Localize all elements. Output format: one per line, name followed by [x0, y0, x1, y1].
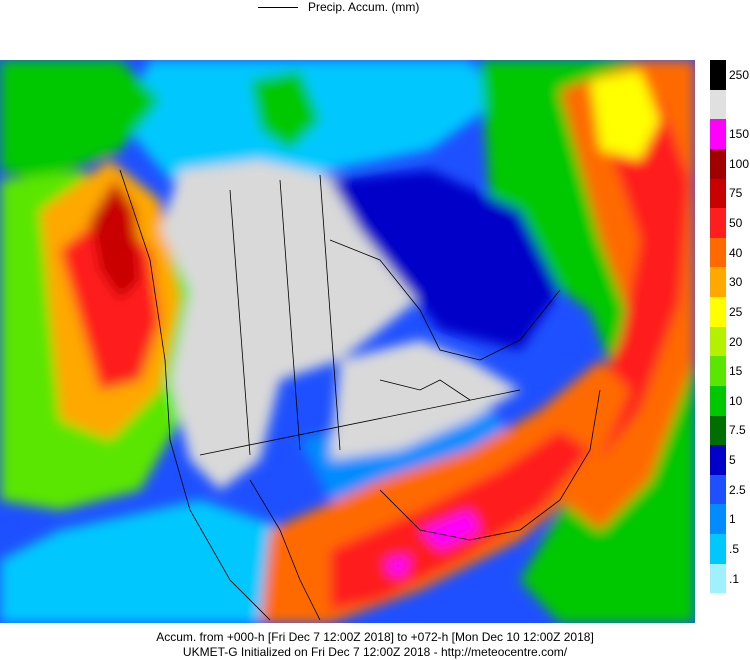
- colorbar-label: 10: [729, 393, 743, 408]
- colorbar: 250 150 100 75 50 40 30 25 20 15 10 7.5 5 2.5 1 .5 .1: [710, 60, 750, 624]
- colorbar-label: .1: [729, 571, 740, 586]
- footer-model-info: UKMET-G Initialized on Fri Dec 7 12:00Z …: [182, 645, 568, 659]
- colorbar-cell: [710, 237, 726, 268]
- legend-header: Precip. Accum. (mm): [258, 0, 419, 14]
- province-border-3: [319, 174, 341, 451]
- colorbar-cell: [710, 415, 726, 446]
- colorbar-label: 50: [729, 215, 743, 230]
- colorbar-cell: [710, 385, 726, 417]
- legend-line-sample: [258, 6, 298, 8]
- great-lakes: [379, 379, 471, 401]
- mexico-border: [249, 479, 321, 621]
- precip-map-svg: [0, 60, 695, 623]
- colorbar-cell: [710, 60, 726, 91]
- colorbar-label: 2.5: [729, 482, 746, 497]
- legend-label: Precip. Accum. (mm): [308, 0, 420, 14]
- precip-field: [0, 60, 695, 623]
- colorbar-label: 75: [729, 186, 743, 201]
- west-coastline: [119, 169, 271, 621]
- colorbar-label: 250: [729, 67, 750, 82]
- colorbar-label: 20: [729, 334, 743, 349]
- colorbar-cell: [710, 148, 726, 180]
- colorbar-label: 7.5: [729, 423, 746, 438]
- colorbar-label: 150: [729, 127, 750, 142]
- colorbar-label: 40: [729, 245, 743, 260]
- colorbar-cell: [710, 445, 726, 476]
- colorbar-label: 25: [729, 304, 743, 319]
- colorbar-cell: [710, 534, 726, 565]
- canada-us-border: [199, 389, 521, 456]
- colorbar-cell: [710, 178, 726, 209]
- east-coastline: [379, 389, 601, 541]
- hudson-bay-shore: [329, 239, 561, 361]
- colorbar-label: 30: [729, 275, 743, 290]
- colorbar-label: .5: [729, 541, 740, 556]
- colorbar-cell: [710, 563, 726, 594]
- colorbar-cell: [710, 326, 726, 357]
- colorbar-label: 1: [729, 512, 736, 527]
- colorbar-cell: [710, 504, 726, 535]
- colorbar-label: 100: [729, 156, 750, 171]
- colorbar-cell: [710, 89, 726, 120]
- boundaries: [119, 169, 601, 621]
- precip-map: [0, 60, 695, 623]
- colorbar-cell: [710, 593, 726, 624]
- colorbar-cell: [710, 208, 726, 239]
- colorbar-cell: [710, 297, 726, 328]
- colorbar-cell: [710, 474, 726, 505]
- colorbar-cell: [710, 267, 726, 298]
- province-border-1: [279, 179, 301, 451]
- colorbar-cell: [710, 119, 726, 150]
- colorbar-cell: [710, 356, 726, 387]
- footer-accum-range: Accum. from +000-h [Fri Dec 7 12:00Z 201…: [156, 630, 594, 644]
- colorbar-label: 15: [729, 364, 743, 379]
- colorbar-label: 5: [729, 453, 736, 468]
- province-border-2: [229, 189, 251, 456]
